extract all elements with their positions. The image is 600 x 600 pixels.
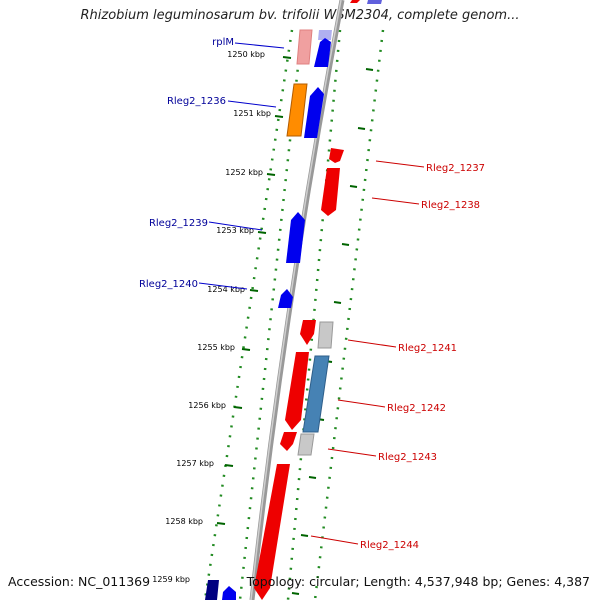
gene-rplM[interactable] [296, 29, 313, 65]
accession-text: Accession: NC_011369 [8, 574, 151, 589]
left-gene-labels: rplM Rleg2_1236 Rleg2_1239 Rleg2_1240 [139, 37, 285, 290]
major-tick [300, 534, 309, 537]
ruler-label: 1256 kbp [188, 401, 226, 410]
gene-Rleg2-1244[interactable] [254, 464, 290, 600]
leader-line-Rleg2-1242 [337, 399, 386, 408]
label-Rleg2-1240: Rleg2_1240 [139, 279, 198, 290]
gene-blue-1236-pair[interactable] [304, 87, 324, 138]
ruler-label: 1250 kbp [227, 50, 265, 59]
gene-light-blue-top[interactable] [318, 30, 332, 40]
gene-Rleg2-1243-red[interactable] [280, 432, 297, 451]
gene-Rleg2-1237[interactable] [329, 148, 344, 163]
leader-line-rplM [234, 42, 285, 49]
major-tick [224, 464, 234, 467]
major-tick [308, 476, 317, 479]
ruler-label: 1257 kbp [176, 459, 214, 468]
leader-line-Rleg2-1239 [208, 221, 263, 231]
label-Rleg2-1239: Rleg2_1239 [149, 218, 208, 229]
label-Rleg2-1242: Rleg2_1242 [387, 403, 446, 414]
gene-partial-top-red[interactable] [350, 0, 360, 3]
major-tick [266, 173, 276, 176]
gene-Rleg2-1243-grey[interactable] [297, 433, 315, 456]
label-Rleg2-1243: Rleg2_1243 [378, 452, 437, 463]
gene-Rleg2-1242-steelblue[interactable] [302, 355, 330, 433]
ruler-label: 1251 kbp [233, 109, 271, 118]
major-tick [233, 406, 243, 409]
label-Rleg2-1238: Rleg2_1238 [421, 200, 480, 211]
gene-features [205, 0, 382, 600]
major-tick [333, 301, 342, 304]
ruler-label: 1255 kbp [197, 343, 235, 352]
gene-Rleg2-1239[interactable] [286, 212, 305, 263]
label-Rleg2-1241: Rleg2_1241 [398, 343, 457, 354]
leader-line-Rleg2-1241 [347, 339, 397, 348]
right-gene-labels: Rleg2_1237 Rleg2_1238 Rleg2_1241 Rleg2_1… [310, 160, 485, 551]
major-tick [349, 185, 358, 188]
gene-partial-top-blue[interactable] [367, 0, 382, 4]
ruler-label: 1254 kbp [207, 285, 245, 294]
gene-dark-blue-bottom[interactable] [205, 580, 219, 600]
leader-line-Rleg2-1244 [310, 535, 359, 545]
major-tick [291, 592, 300, 595]
topology-text: Topology: circular; Length: 4,537,948 bp… [246, 574, 590, 589]
major-tick [249, 289, 259, 292]
gene-Rleg2-1238[interactable] [321, 168, 340, 216]
major-tick [241, 348, 251, 351]
leader-line-Rleg2-1240 [198, 282, 248, 290]
ruler-label: 1253 kbp [216, 226, 254, 235]
gene-Rleg2-1241-red[interactable] [300, 320, 316, 345]
gene-Rleg2-1242-red[interactable] [285, 352, 309, 430]
major-tick [257, 231, 267, 234]
major-tick [365, 68, 374, 71]
major-tick [341, 243, 350, 246]
major-tick [357, 127, 366, 130]
gene-Rleg2-1236[interactable] [286, 83, 308, 137]
leader-line-Rleg2-1237 [375, 160, 425, 168]
leader-line-Rleg2-1236 [227, 100, 277, 108]
ruler-label: 1252 kbp [225, 168, 263, 177]
genome-title: Rhizobium leguminosarum bv. trifolii WSM… [80, 8, 520, 23]
major-tick [274, 115, 284, 118]
ruler-labels: 1250 kbp 1251 kbp 1252 kbp 1253 kbp 1254… [152, 50, 271, 584]
ruler-label: 1259 kbp [152, 575, 190, 584]
label-Rleg2-1237: Rleg2_1237 [426, 163, 485, 174]
label-rplM: rplM [212, 37, 234, 48]
gene-blue-rplM-pair[interactable] [314, 38, 331, 67]
label-Rleg2-1244: Rleg2_1244 [360, 540, 419, 551]
gene-blue-bottom[interactable] [222, 586, 236, 600]
label-Rleg2-1236: Rleg2_1236 [167, 96, 226, 107]
major-tick [216, 522, 226, 525]
gene-Rleg2-1240[interactable] [278, 289, 293, 308]
outer-left-dotted-lane [203, 29, 294, 600]
leader-line-Rleg2-1238 [371, 197, 420, 205]
major-tick [282, 56, 292, 59]
ruler-label: 1258 kbp [165, 517, 203, 526]
leader-line-Rleg2-1243 [327, 448, 377, 457]
gene-Rleg2-1241-grey[interactable] [317, 321, 334, 349]
